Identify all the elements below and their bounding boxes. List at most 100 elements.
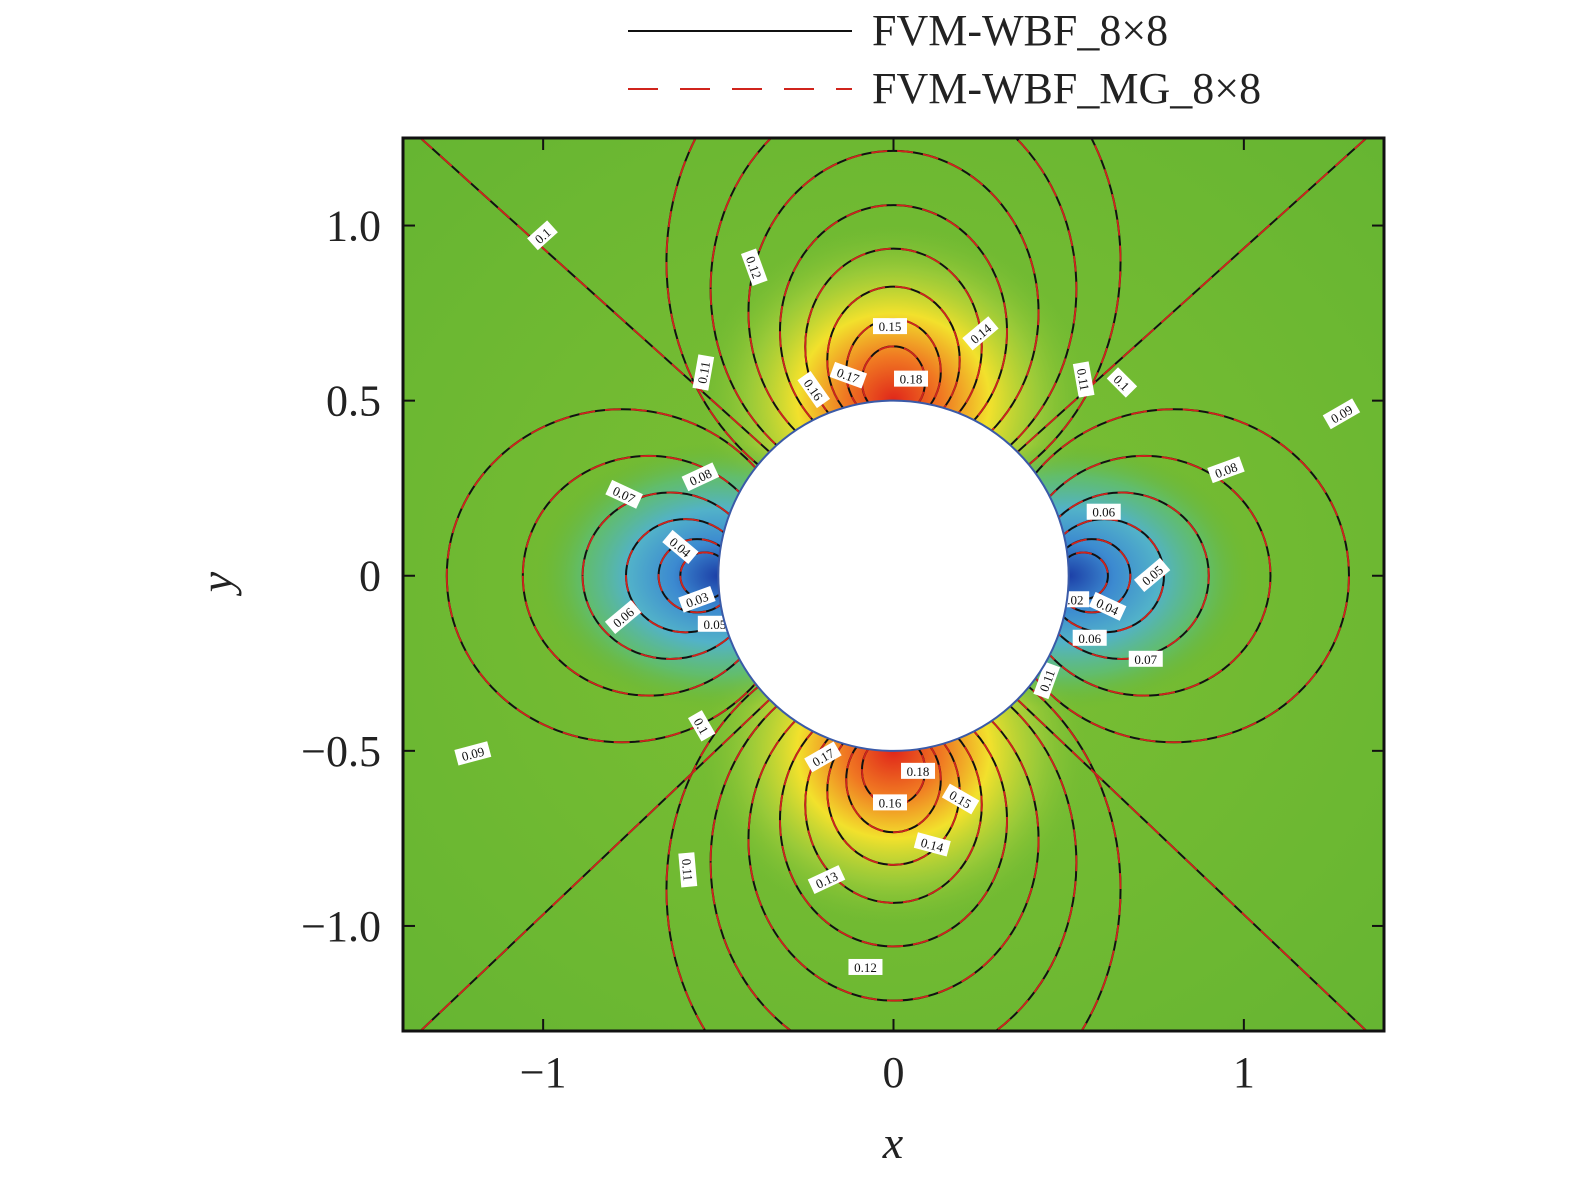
contour-label-bg [807, 865, 846, 894]
contour-label: 0.06 [1072, 629, 1107, 646]
contour-label-text: 0.18 [900, 372, 923, 387]
contour-label: 0.1 [687, 710, 716, 742]
contour-label-bg [692, 354, 715, 391]
contour-label-bg [913, 832, 951, 857]
contour-right-1-solid [1017, 454, 1272, 698]
contour-bottom-4-dashed [804, 705, 983, 904]
contour-label-bg [797, 371, 831, 409]
contour-label: 0.17 [804, 741, 842, 773]
x-tick-label: 1 [1233, 1048, 1255, 1097]
contour-diagonal-2-dashed [419, 697, 772, 1031]
y-tick-label: 1.0 [326, 202, 381, 251]
contour-left-0-dashed [445, 408, 799, 744]
contour-label-bg [1322, 398, 1361, 430]
contour-label: 0.09 [454, 741, 492, 766]
contour-label: 0.03 [678, 585, 716, 613]
legend: FVM-WBF_8×8 FVM-WBF_MG_8×8 [628, 6, 1261, 113]
contour-label: 0.18 [894, 370, 929, 387]
contour-bottom-1-dashed [709, 658, 1078, 1031]
contour-label-bg [1033, 661, 1061, 700]
contour-label-bg [604, 599, 642, 635]
contour-label: 0.15 [872, 318, 907, 335]
contour-label-text: 0.11 [679, 858, 696, 882]
contour-label-text: 0.16 [879, 795, 902, 810]
contour-label-bg [894, 370, 929, 387]
contour-top-3-dashed [779, 204, 1008, 459]
contour-label-text: 0.12 [743, 254, 765, 281]
plot-area: 0.10.120.110.15 0.140.160.17 0.18 0.11 0.10.… [403, 138, 1384, 1031]
contour-label: 0.12 [848, 958, 883, 975]
contour-label-bg [872, 794, 907, 811]
y-axis-label: y [191, 571, 242, 596]
y-axis: 1.0 0.5 0 −0.5 −1.0 [301, 202, 1384, 951]
contour-label-bg [1072, 361, 1095, 398]
contour-label-bg [1133, 557, 1171, 593]
contour-label: 0.07 [1128, 650, 1163, 667]
contour-label-text: 0.11 [1036, 668, 1058, 694]
contour-label: 0.11 [1072, 361, 1095, 398]
y-tick-label: 0.5 [326, 377, 381, 426]
contour-label-bg [681, 462, 720, 492]
contour-diagonal-3-dashed [1015, 697, 1368, 1031]
contour-label-text: 0.1 [691, 715, 712, 737]
contour-label-text: 0.05 [703, 617, 726, 632]
contour-label-text: 0.07 [1134, 652, 1157, 667]
contour-label-bg [872, 318, 907, 335]
contour-label: 0.14 [913, 832, 951, 857]
legend-label-dashed: FVM-WBF_MG_8×8 [872, 64, 1261, 113]
contour-top-4-dashed [804, 247, 983, 446]
contour-bottom-2-dashed [747, 677, 1040, 1002]
contour-top-1-dashed [709, 138, 1078, 494]
legend-label-solid: FVM-WBF_8×8 [872, 6, 1168, 55]
contour-label-bg [662, 529, 699, 565]
contour-label: 0.08 [1207, 456, 1245, 484]
contour-label-text: 0.03 [684, 589, 711, 611]
contour-label-bg [678, 852, 698, 888]
contour-diagonal-0-dashed [419, 138, 772, 454]
contour-label-bg [740, 248, 768, 286]
contour-label: 0.11 [692, 354, 715, 391]
contour-label: 0.18 [901, 762, 936, 779]
contour-label-bg [454, 741, 492, 766]
contour-label-bg [1088, 591, 1127, 621]
cylinder [717, 399, 1070, 752]
contour-label: 0.17 [829, 361, 868, 389]
contour-label-bg [1128, 650, 1163, 667]
contour-label-bg [804, 741, 842, 773]
y-tick-label: −0.5 [301, 727, 381, 776]
contour-label-bg [678, 585, 716, 613]
contour-right-3-dashed [1043, 518, 1165, 634]
x-axis: −1 0 1 [520, 138, 1255, 1097]
contour-label-text: 0.06 [1092, 505, 1115, 520]
contour-label-text: 0.11 [1074, 367, 1093, 392]
contour-label: 0.16 [872, 794, 907, 811]
y-tick-label: −1.0 [301, 902, 381, 951]
contour-label: 0.11 [1033, 661, 1061, 700]
contour-label-text: 0.17 [835, 365, 862, 387]
contour-label: 0.12 [740, 248, 768, 286]
contour-label-text: 0.14 [919, 835, 945, 856]
contour-label-bg [1207, 456, 1245, 484]
contour-label-bg [829, 361, 868, 389]
contour-label-text: 0.09 [460, 744, 486, 764]
contour-label-bg [1072, 629, 1107, 646]
contour-label-text: 0.18 [907, 764, 930, 779]
contour-label-text: 0.08 [1213, 459, 1240, 481]
contour-label-bg [687, 710, 716, 742]
contour-right-2-dashed [1032, 491, 1210, 660]
contour-top-5-dashed [826, 285, 961, 435]
contour-label-bg [962, 316, 999, 351]
contour-label-bg [941, 783, 980, 815]
x-axis-label: x [882, 1117, 904, 1168]
contour-label: 0.11 [678, 852, 698, 888]
x-tick-label: −1 [520, 1048, 567, 1097]
contour-right-0-dashed [997, 407, 1350, 744]
contour-diagonal-1-dashed [1015, 138, 1368, 454]
contour-label-text: 0.12 [854, 960, 877, 975]
contour-label-bg [605, 479, 643, 509]
contour-label-bg [848, 958, 883, 975]
x-tick-label: 0 [883, 1048, 905, 1097]
contour-label-bg [1086, 503, 1121, 520]
contour-label: 0.06 [1086, 503, 1121, 520]
